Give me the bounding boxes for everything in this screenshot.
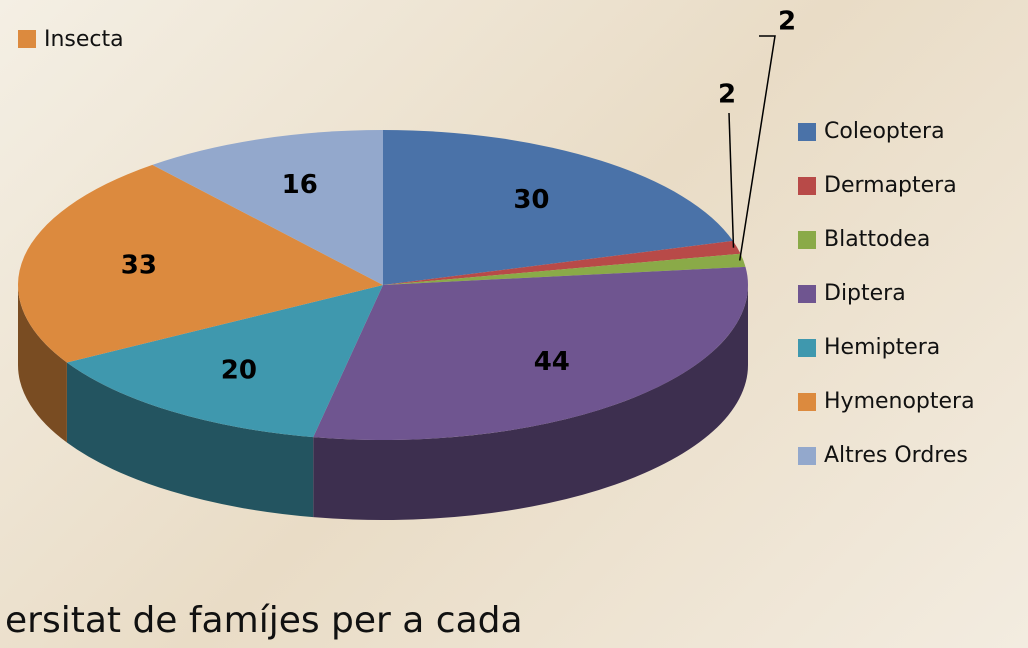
data-label: 44 — [534, 347, 570, 377]
pie-slice — [383, 240, 741, 285]
data-label: 33 — [121, 250, 157, 280]
pie-side — [313, 285, 748, 520]
leader-line — [738, 35, 776, 261]
legend-label: Dermaptera — [824, 173, 957, 198]
pie-slice — [383, 253, 746, 285]
legend-swatch — [798, 393, 816, 411]
data-label: 2 — [778, 7, 796, 37]
series-legend-label: Insecta — [44, 27, 124, 52]
legend-swatch — [798, 177, 816, 195]
legend-label: Diptera — [824, 281, 906, 306]
legend-label: Coleoptera — [824, 119, 945, 144]
legend-label: Blattodea — [824, 227, 930, 252]
data-label: 20 — [221, 355, 257, 385]
legend-label: Hemiptera — [824, 335, 940, 360]
pie-side — [18, 285, 67, 443]
legend-swatch — [798, 285, 816, 303]
pie-slice — [313, 266, 748, 440]
legend-swatch — [798, 231, 816, 249]
legend-label: Hymenoptera — [824, 389, 975, 414]
legend-label: Altres Ordres — [824, 443, 968, 468]
pie-slice — [66, 285, 383, 438]
data-label: 2 — [718, 80, 736, 110]
legend-swatch — [798, 123, 816, 141]
leader-line — [728, 112, 735, 248]
pie-side — [66, 362, 314, 518]
pie-slice — [17, 164, 383, 363]
data-label: 16 — [282, 170, 318, 200]
legend-swatch — [798, 447, 816, 465]
data-label: 30 — [513, 185, 549, 215]
pie-slice — [152, 130, 383, 285]
caption: ersitat de famíjes per a cada — [5, 600, 523, 641]
legend-swatch — [798, 339, 816, 357]
pie-slice — [383, 130, 733, 285]
series-legend-swatch — [18, 30, 36, 48]
